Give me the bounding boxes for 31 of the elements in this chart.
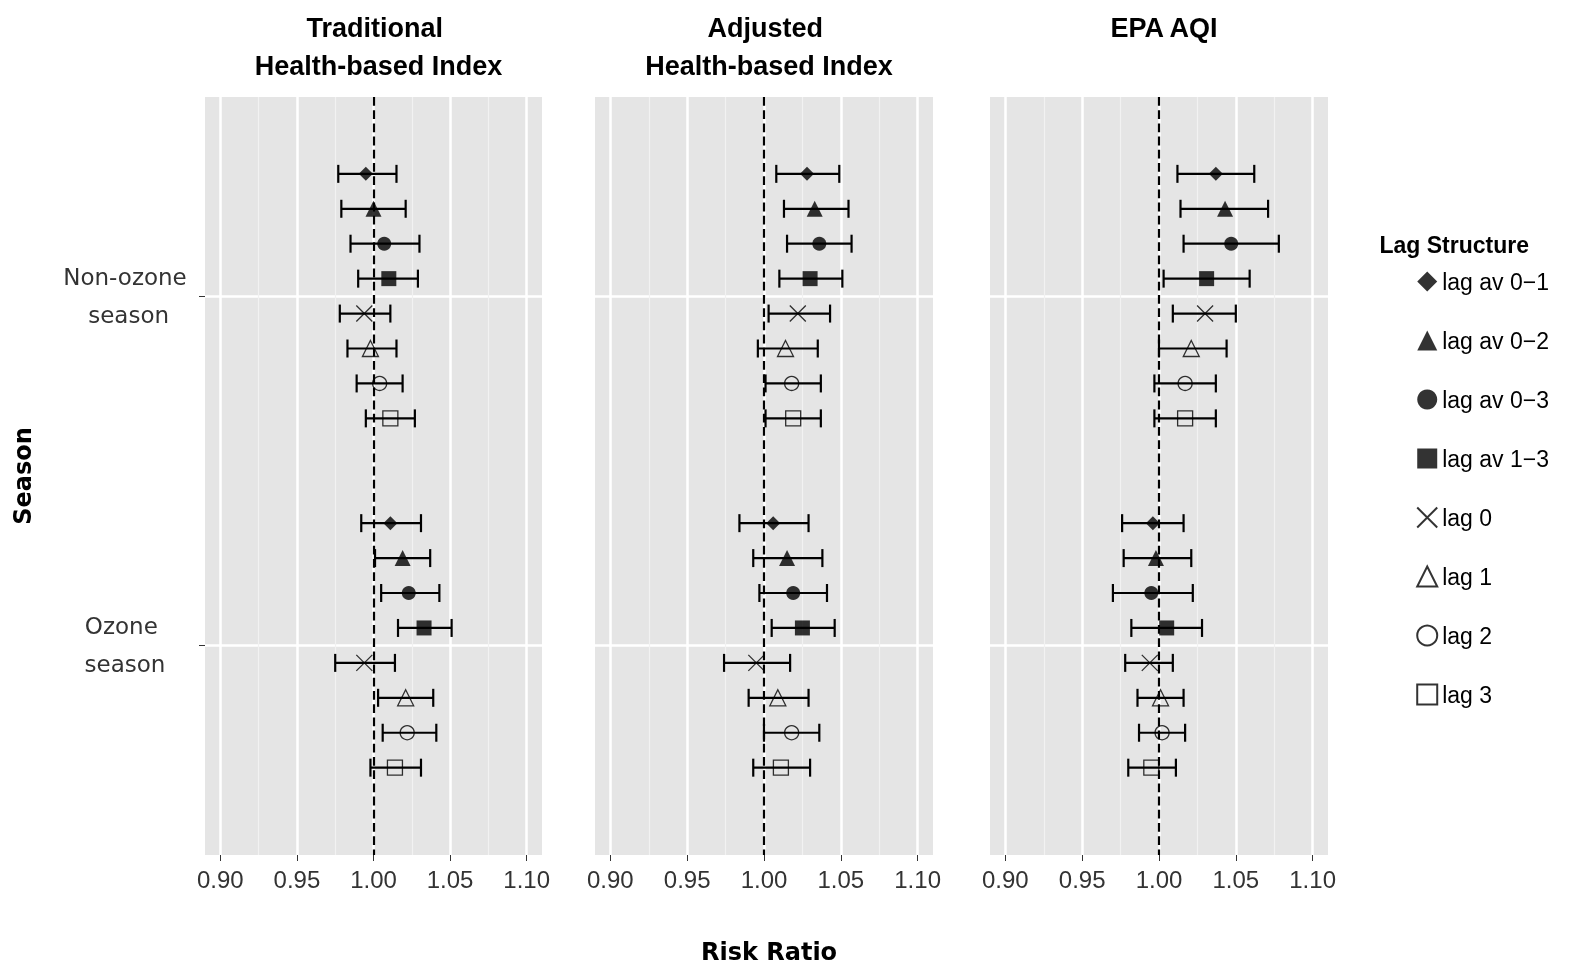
x-tick-label: 1.10 — [1289, 865, 1336, 893]
x-tick-label: 0.95 — [663, 865, 711, 893]
legend-label: lag av 0−1 — [1442, 268, 1549, 295]
x-tick-label: 0.90 — [982, 865, 1029, 893]
legend-title: Lag Structure — [1379, 231, 1530, 258]
x-tick-label: 1.00 — [350, 865, 397, 893]
x-tick-label: 1.05 — [426, 865, 474, 893]
legend-label: lag av 1−3 — [1442, 445, 1549, 472]
y-tick-label: Ozone season — [84, 613, 166, 678]
x-tick-label: 1.00 — [740, 865, 788, 893]
y-axis-title: Season — [9, 427, 37, 525]
x-tick-label: 1.10 — [503, 865, 551, 893]
x-tick-label: 0.95 — [1058, 865, 1106, 893]
legend-label: lag 2 — [1442, 622, 1493, 649]
chart-title: EPA AQI — [1110, 13, 1218, 43]
legend-label: lag av 0−2 — [1442, 327, 1549, 354]
x-axis-title: Risk Ratio — [700, 938, 838, 966]
legend-label: lag 1 — [1442, 563, 1493, 590]
x-tick-label: 1.10 — [894, 865, 941, 893]
chart-title: Traditional Health-based Index — [254, 13, 503, 81]
chart-title: Adjusted Health-based Index — [645, 13, 893, 81]
x-tick-label: 0.95 — [273, 865, 321, 893]
legend-label: lag av 0−3 — [1442, 386, 1549, 413]
legend-label: lag 0 — [1442, 504, 1493, 531]
x-tick-label: 0.90 — [587, 865, 634, 893]
x-tick-label: 0.90 — [196, 865, 244, 893]
x-tick-label: 1.05 — [1212, 865, 1260, 893]
x-tick-label: 1.05 — [817, 865, 865, 893]
legend-label: lag 3 — [1442, 681, 1493, 708]
y-tick-label: Non-ozone season — [63, 264, 187, 329]
x-tick-label: 1.00 — [1135, 865, 1183, 893]
